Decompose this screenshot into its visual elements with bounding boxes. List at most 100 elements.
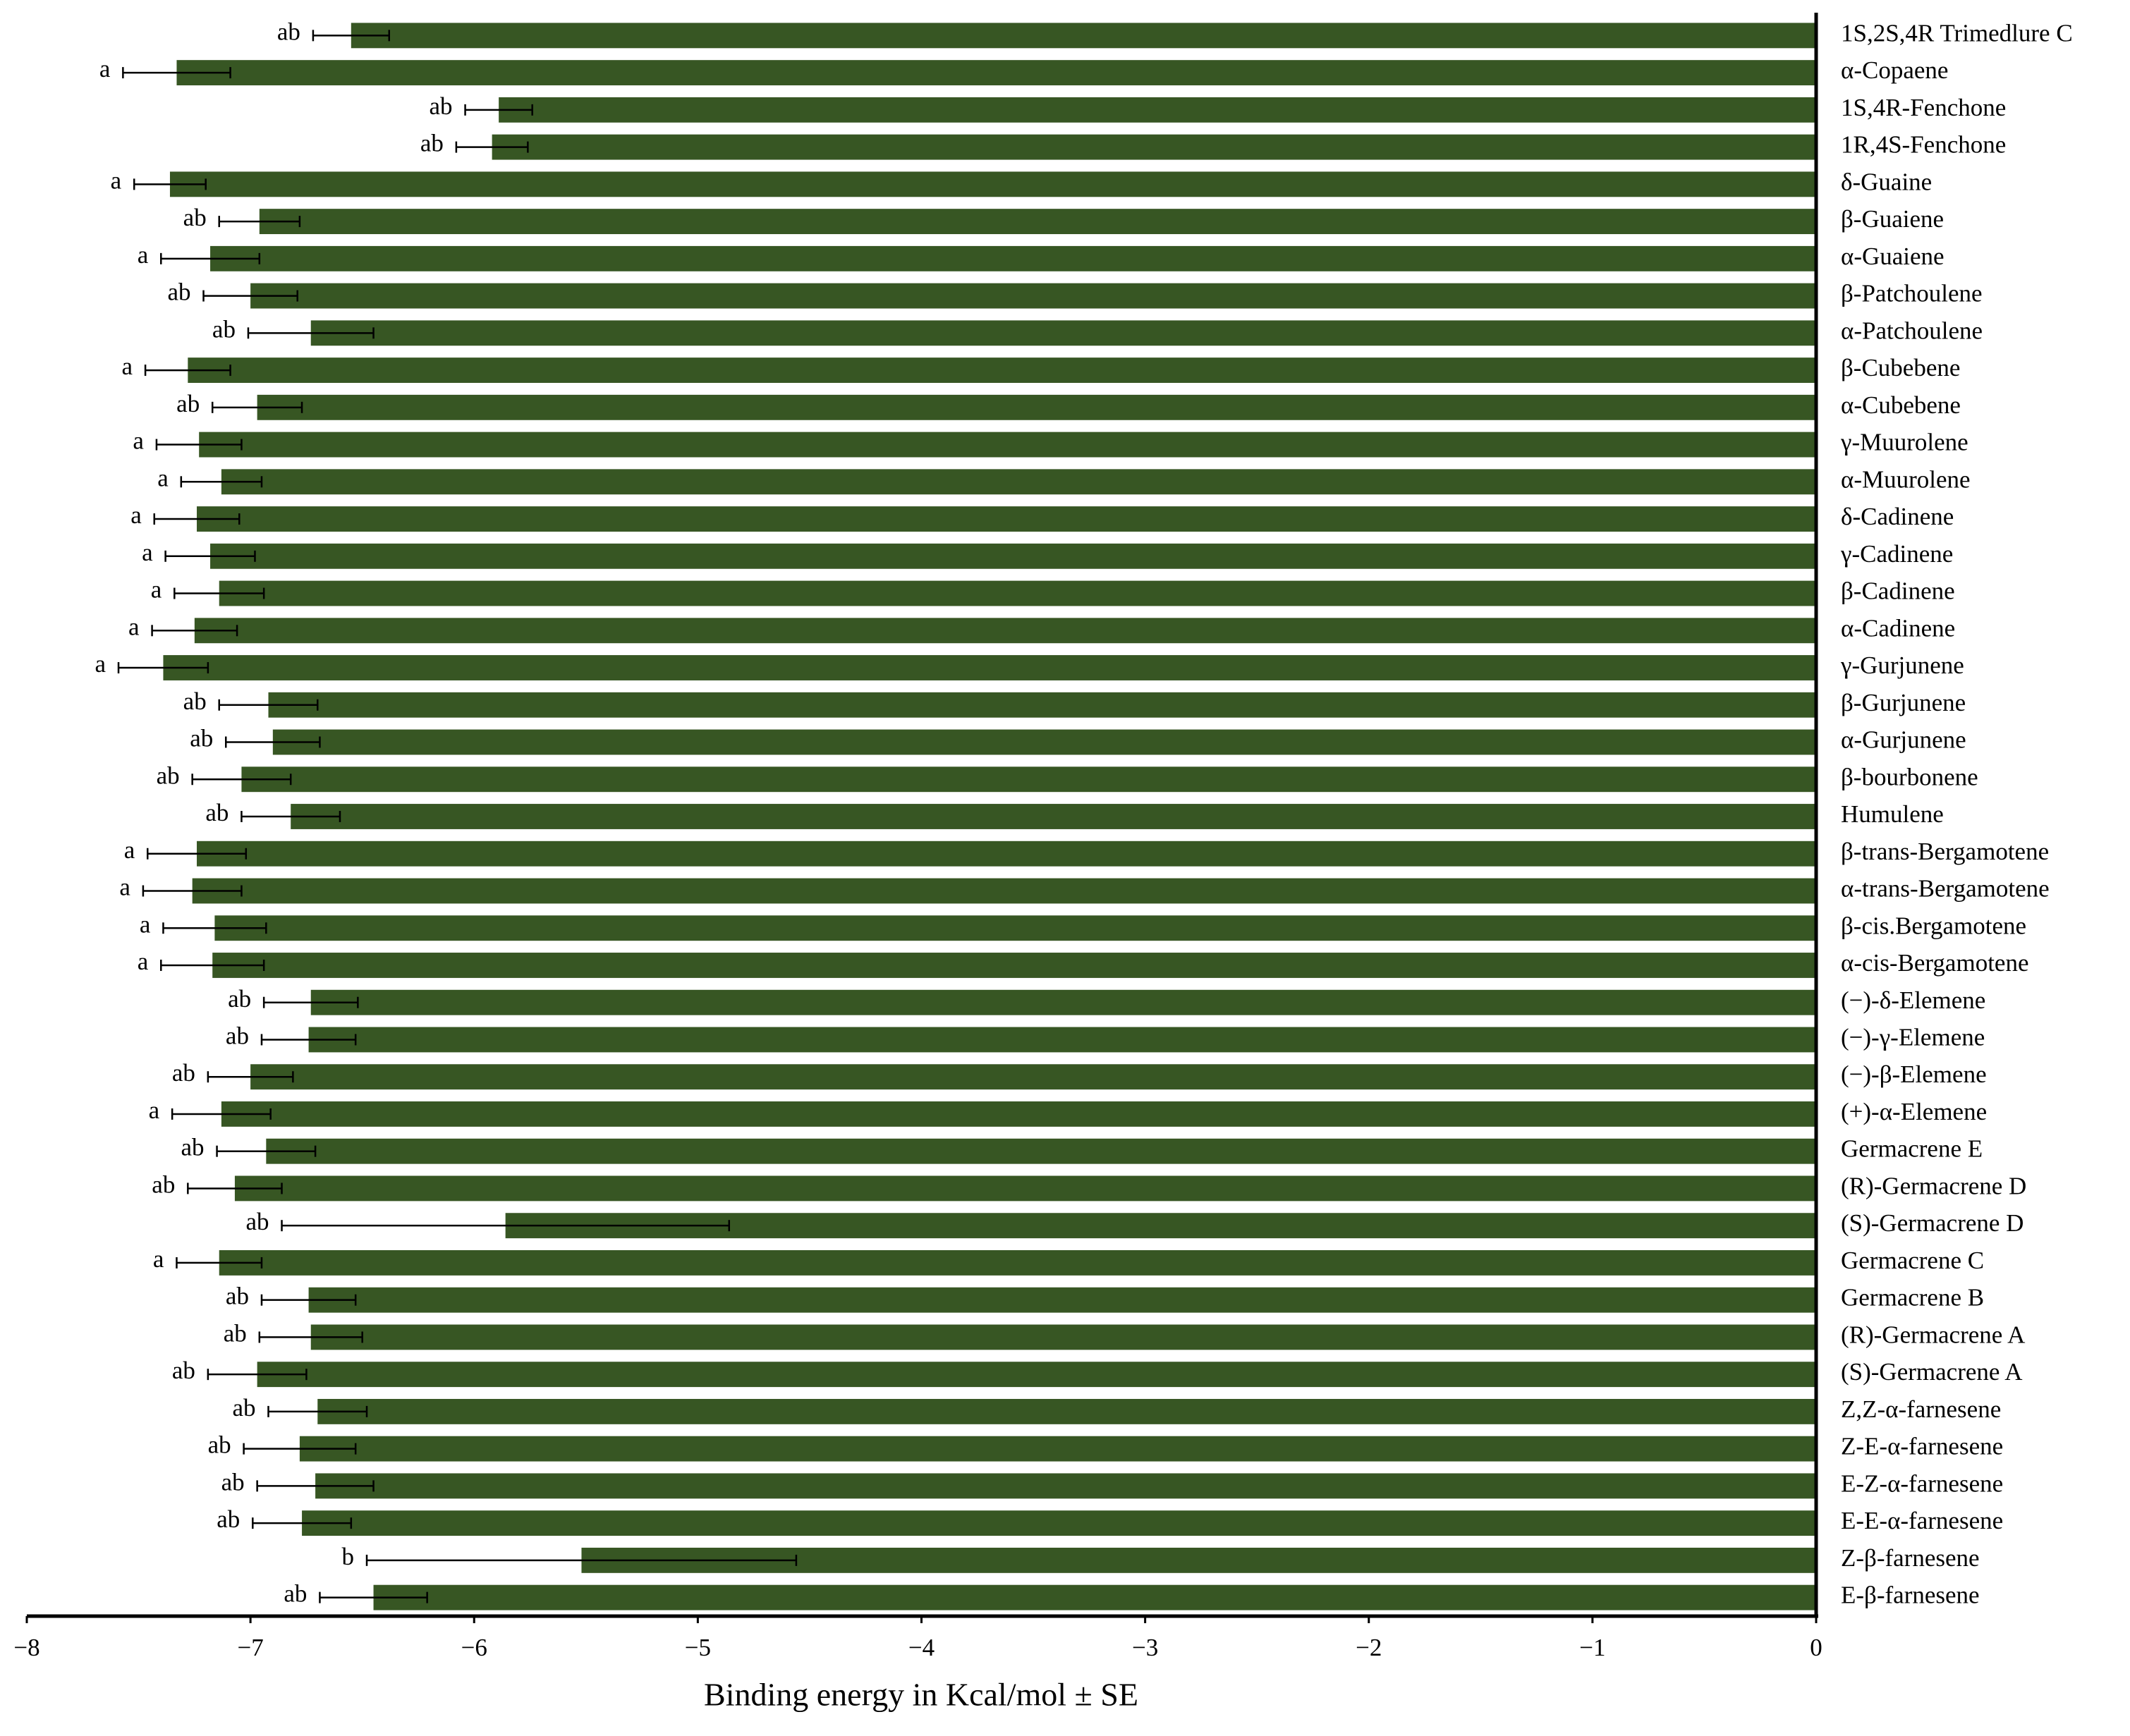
category-label: 1R,4S-Fenchone [1841, 131, 2006, 159]
significance-letter: ab [245, 1208, 269, 1235]
category-label: δ-Cadinene [1841, 503, 1954, 530]
category-label: E-Z-α-farnesene [1841, 1469, 2003, 1497]
category-label: E-E-α-farnesene [1841, 1507, 2003, 1534]
category-label: γ-Cadinene [1840, 540, 1953, 568]
bar [315, 1473, 1816, 1499]
bar [272, 729, 1817, 755]
bar [351, 23, 1816, 49]
significance-letter: ab [232, 1394, 255, 1422]
significance-letter: ab [228, 985, 251, 1013]
significance-letter: b [342, 1543, 355, 1570]
bar [197, 841, 1816, 867]
x-tick-label: −6 [461, 1634, 487, 1661]
x-tick-label: −3 [1132, 1634, 1158, 1661]
x-tick-label: −8 [13, 1634, 39, 1661]
significance-letter: a [138, 241, 149, 269]
significance-letter: ab [157, 762, 180, 789]
significance-letter: a [122, 353, 133, 380]
bar [310, 989, 1816, 1015]
significance-letter: a [95, 650, 106, 678]
bar [194, 618, 1816, 644]
significance-letter: a [99, 55, 111, 82]
significance-letter: a [140, 910, 151, 938]
significance-letter: ab [181, 1134, 205, 1161]
significance-letter: ab [430, 92, 453, 120]
bar [214, 915, 1816, 941]
category-label: α-Gurjunene [1841, 726, 1966, 754]
significance-letter: a [130, 501, 142, 529]
category-label: Germacrene B [1841, 1284, 1984, 1312]
bar [219, 580, 1816, 606]
bar [268, 692, 1816, 718]
category-label: (R)-Germacrene D [1841, 1172, 2026, 1199]
bar [317, 1398, 1817, 1424]
x-tick-label: −5 [685, 1634, 711, 1661]
significance-letter: a [142, 539, 153, 566]
x-tick-label: −2 [1356, 1634, 1382, 1661]
significance-letter: ab [190, 725, 213, 752]
category-label: Z,Z-α-farnesene [1841, 1395, 2001, 1423]
bar [221, 1101, 1817, 1127]
significance-letter: ab [420, 130, 444, 157]
bar [310, 320, 1816, 346]
significance-letter: a [128, 613, 140, 640]
significance-letter: a [138, 948, 149, 975]
bar [308, 1027, 1816, 1053]
significance-letter: ab [217, 1505, 240, 1533]
bar [192, 878, 1817, 904]
significance-letter: ab [212, 315, 236, 343]
bar [210, 543, 1817, 569]
significance-letter: ab [183, 687, 207, 715]
category-label: α-Patchoulene [1841, 317, 1983, 344]
category-label: α-Muurolene [1841, 465, 1971, 493]
category-label: (−)-γ-Elemene [1841, 1023, 1985, 1051]
category-label: 1S,4R-Fenchone [1841, 94, 2006, 121]
significance-letter: ab [221, 1468, 245, 1496]
category-label: δ-Guaine [1841, 168, 1932, 195]
bar [176, 60, 1817, 86]
category-label: Humulene [1841, 800, 1944, 828]
significance-letter: ab [226, 1022, 249, 1049]
category-label: β-Guaiene [1841, 205, 1944, 233]
category-label: β-cis.Bergamotene [1841, 912, 2026, 939]
bar [212, 953, 1816, 978]
category-label: α-trans-Bergamotene [1841, 875, 2050, 903]
significance-letter: ab [183, 204, 207, 231]
category-label: E-β-farnesene [1841, 1582, 1980, 1609]
bar [302, 1510, 1817, 1536]
bar [291, 804, 1816, 829]
bar [299, 1436, 1816, 1462]
significance-letter: a [119, 874, 130, 901]
category-label: β-Cubebene [1841, 354, 1960, 381]
category-label: 1S,2S,4R Trimedlure C [1841, 19, 2073, 47]
category-label: (S)-Germacrene D [1841, 1209, 2024, 1237]
significance-letter: ab [172, 1059, 195, 1087]
category-label: Z-β-farnesene [1841, 1544, 1980, 1572]
category-label: β-trans-Bergamotene [1841, 838, 2049, 865]
significance-letter: a [133, 427, 144, 455]
bar [499, 97, 1816, 123]
category-label: β-Patchoulene [1841, 280, 1983, 307]
x-axis-title: Binding energy in Kcal/mol ± SE [704, 1677, 1138, 1713]
category-label: (R)-Germacrene A [1841, 1321, 2026, 1348]
bar [266, 1138, 1817, 1164]
significance-letter: ab [224, 1319, 247, 1347]
bar [250, 283, 1816, 309]
category-label: Germacrene E [1841, 1135, 1983, 1163]
bar [219, 1249, 1816, 1276]
significance-letter: ab [205, 799, 229, 826]
significance-letter: a [149, 1096, 160, 1124]
category-label: α-cis-Bergamotene [1841, 949, 2028, 977]
category-label: (S)-Germacrene A [1841, 1358, 2023, 1386]
bar [257, 394, 1817, 420]
category-label: γ-Gurjunene [1840, 652, 1964, 679]
significance-letter: ab [167, 279, 190, 306]
significance-letter: ab [172, 1357, 195, 1384]
significance-letter: a [157, 464, 169, 491]
bar [241, 766, 1817, 793]
category-label: β-Gurjunene [1841, 689, 1966, 716]
bar [188, 357, 1816, 384]
significance-letter: ab [226, 1283, 249, 1310]
significance-letter: a [151, 576, 162, 604]
